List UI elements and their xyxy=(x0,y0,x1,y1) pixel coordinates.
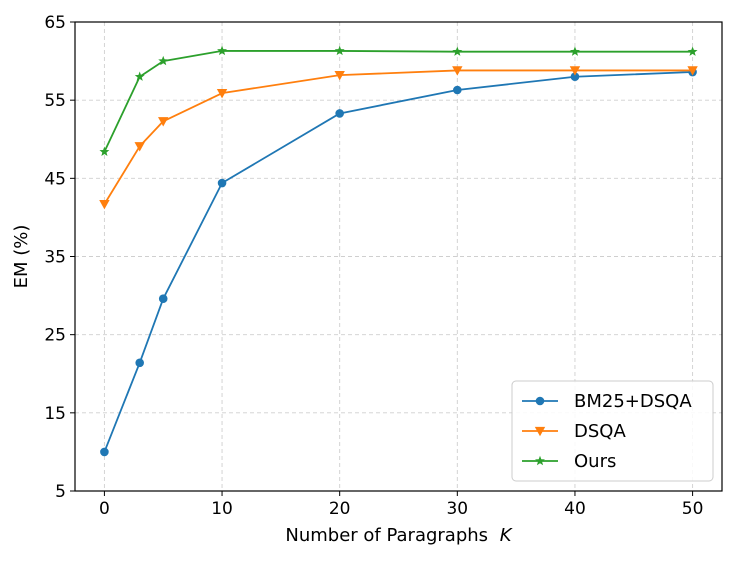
x-axis-label: Number of Paragraphs K xyxy=(285,525,512,546)
x-tick-label: 40 xyxy=(564,499,586,519)
data-point-bm25-dsqa xyxy=(570,72,580,82)
data-point-ours xyxy=(687,46,698,56)
data-point-dsqa xyxy=(569,66,581,76)
data-point-bm25-dsqa xyxy=(100,447,109,457)
data-point-ours xyxy=(334,45,345,56)
y-tick-label: 35 xyxy=(44,248,66,268)
legend-label: DSQA xyxy=(574,421,626,442)
data-point-dsqa xyxy=(334,70,345,81)
data-point-dsqa xyxy=(452,66,463,76)
x-tick-label: 0 xyxy=(99,499,110,519)
series-line-ours xyxy=(103,50,693,153)
legend: BM25+DSQA DSQA Ours xyxy=(511,380,714,482)
legend-entry: DSQA xyxy=(522,421,626,442)
series-line-dsqa xyxy=(103,69,693,205)
data-point-bm25-dsqa xyxy=(135,358,144,368)
x-tick-label: 50 xyxy=(682,499,704,519)
x-axis-label-variable: K xyxy=(500,525,513,546)
legend-label: Ours xyxy=(574,451,616,472)
data-point-dsqa xyxy=(99,199,110,210)
data-point-bm25-dsqa xyxy=(217,178,227,188)
data-point-bm25-dsqa xyxy=(453,85,462,95)
legend-box xyxy=(511,380,714,482)
series-dsqa xyxy=(99,66,698,210)
legend-swatch-marker xyxy=(534,426,546,437)
y-tick-label: 5 xyxy=(55,482,66,502)
legend-swatch-marker xyxy=(535,396,545,406)
data-point-bm25-dsqa xyxy=(158,294,168,304)
data-point-dsqa xyxy=(158,117,169,127)
data-point-dsqa xyxy=(687,66,698,76)
data-point-ours xyxy=(99,146,110,156)
legend-entry: BM25+DSQA xyxy=(522,391,692,412)
y-tick-label: 25 xyxy=(44,326,66,346)
legend-entry: Ours xyxy=(522,451,616,472)
data-point-dsqa xyxy=(134,142,145,152)
axis-ticks: 0 10 20 30 40 50 5 15 25 35 45 55 65 xyxy=(44,13,703,519)
data-point-ours xyxy=(158,55,169,66)
x-tick-label: 20 xyxy=(329,499,351,519)
series-ours xyxy=(99,45,698,156)
data-point-ours xyxy=(452,46,463,56)
x-tick-label: 30 xyxy=(446,499,468,519)
y-axis-label: EM (%) xyxy=(11,225,32,289)
y-tick-label: 45 xyxy=(44,169,66,189)
data-point-dsqa xyxy=(216,88,228,99)
y-tick-label: 15 xyxy=(44,404,66,424)
data-point-ours xyxy=(134,71,145,81)
data-point-ours xyxy=(217,45,227,56)
data-point-bm25-dsqa xyxy=(335,109,344,118)
series-group xyxy=(99,45,698,457)
data-point-ours xyxy=(570,46,580,56)
series-line-bm25-dsqa xyxy=(103,71,693,453)
legend-swatch-marker xyxy=(535,455,545,466)
y-tick-label: 65 xyxy=(44,13,66,33)
legend-label: BM25+DSQA xyxy=(574,391,692,412)
x-tick-label: 10 xyxy=(211,499,233,519)
x-axis-label-text: Number of Paragraphs xyxy=(285,525,488,546)
y-tick-label: 55 xyxy=(44,91,66,111)
